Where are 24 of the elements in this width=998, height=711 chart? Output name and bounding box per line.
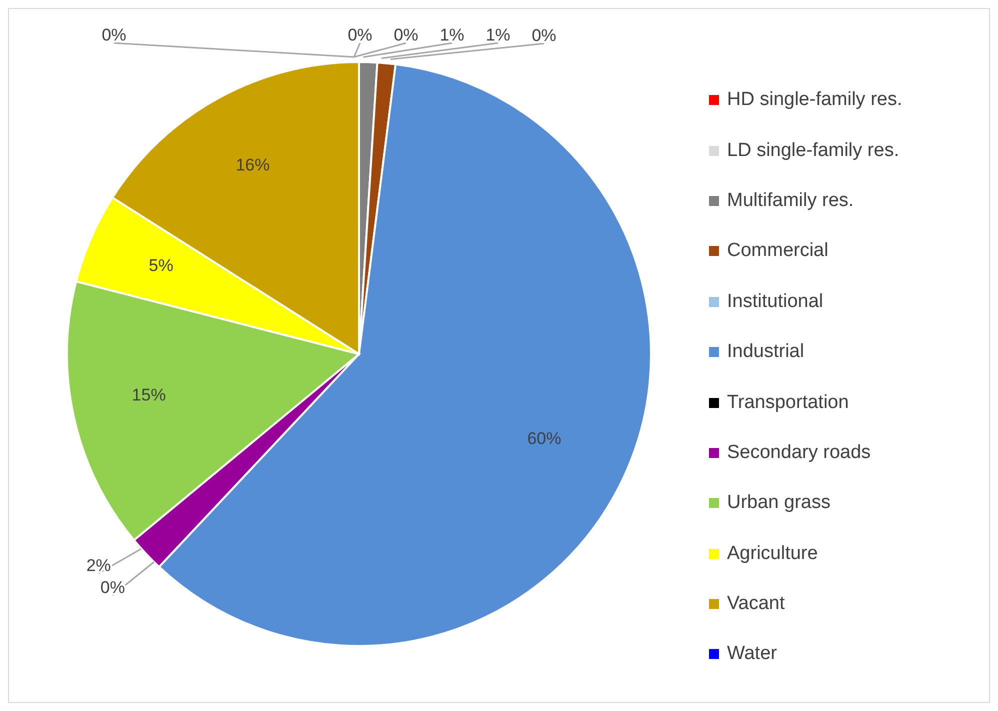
- legend-label: Industrial: [727, 341, 804, 364]
- text: 0%: [394, 26, 418, 44]
- legend-label: Water: [727, 643, 777, 666]
- legend-label: Multifamily res.: [727, 190, 854, 212]
- legend-label: Commercial: [727, 240, 828, 262]
- legend-label: Transportation: [727, 392, 849, 414]
- data-label: 2%: [86, 556, 111, 575]
- text: 0%: [102, 26, 126, 44]
- legend-label: Institutional: [727, 290, 824, 313]
- data-label: 15%: [132, 385, 166, 404]
- data-label: 60%: [527, 429, 562, 448]
- data-label: 1%: [486, 26, 510, 44]
- legend-label: Urban grass: [727, 492, 830, 514]
- data-label: 5%: [148, 256, 174, 276]
- legend-label: LD single-family res.: [727, 140, 900, 162]
- data-label: 1%: [440, 26, 464, 44]
- legend-label: Agriculture: [727, 542, 818, 565]
- legend-label: Vacant: [727, 593, 785, 616]
- data-label: 16%: [236, 155, 270, 174]
- legend-label: HD single-family res.: [727, 89, 902, 112]
- legend-label: Secondary roads: [727, 442, 871, 464]
- text: 0%: [100, 578, 125, 597]
- text: 0%: [348, 26, 372, 44]
- text: 0%: [532, 26, 556, 45]
